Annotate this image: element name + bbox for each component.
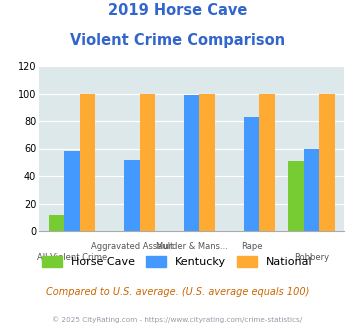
- Text: Aggravated Assault: Aggravated Assault: [91, 242, 173, 251]
- Text: All Violent Crime: All Violent Crime: [37, 253, 107, 262]
- Legend: Horse Cave, Kentucky, National: Horse Cave, Kentucky, National: [38, 251, 317, 271]
- Bar: [140, 93, 155, 231]
- Bar: [319, 93, 335, 231]
- Text: © 2025 CityRating.com - https://www.cityrating.com/crime-statistics/: © 2025 CityRating.com - https://www.city…: [53, 317, 302, 323]
- Bar: [304, 148, 319, 231]
- Bar: [260, 93, 275, 231]
- Text: Rape: Rape: [241, 242, 262, 251]
- Text: Compared to U.S. average. (U.S. average equals 100): Compared to U.S. average. (U.S. average …: [46, 287, 309, 297]
- Bar: [64, 151, 80, 231]
- Text: Robbery: Robbery: [294, 253, 329, 262]
- Bar: [184, 95, 200, 231]
- Bar: [244, 117, 260, 231]
- Text: Murder & Mans...: Murder & Mans...: [156, 242, 228, 251]
- Bar: [49, 214, 64, 231]
- Bar: [80, 93, 95, 231]
- Bar: [124, 159, 140, 231]
- Bar: [288, 161, 304, 231]
- Text: 2019 Horse Cave: 2019 Horse Cave: [108, 3, 247, 18]
- Bar: [200, 93, 215, 231]
- Text: Violent Crime Comparison: Violent Crime Comparison: [70, 33, 285, 48]
